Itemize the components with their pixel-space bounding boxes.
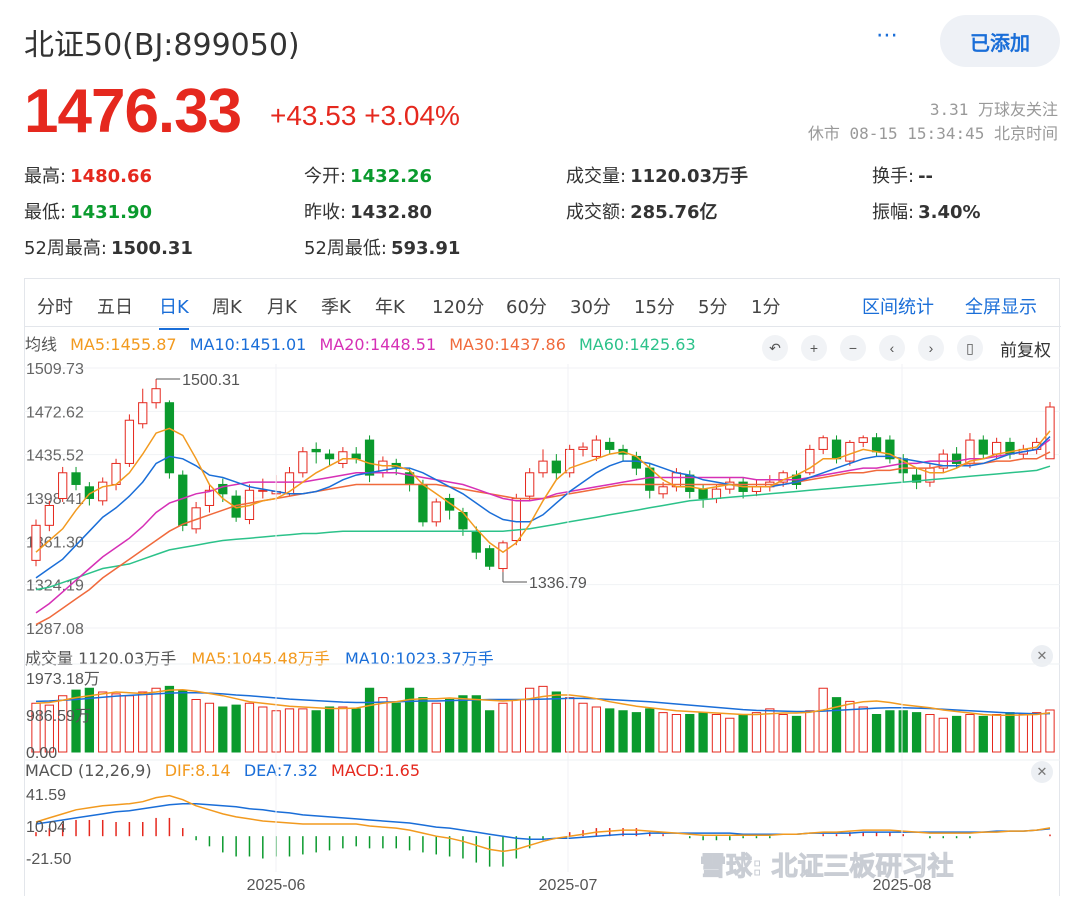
followers-count[interactable]: 3.31 万球友关注 bbox=[929, 100, 1058, 119]
added-watchlist-button[interactable]: 已添加 bbox=[940, 15, 1060, 67]
stat-value: 285.76亿 bbox=[630, 202, 718, 223]
tab-120min[interactable]: 120分 bbox=[432, 297, 485, 318]
current-price: 1476.33 bbox=[24, 77, 242, 146]
stat-value: 1120.03万手 bbox=[630, 166, 749, 187]
tab-15min[interactable]: 15分 bbox=[634, 297, 675, 318]
tab-yearly-k[interactable]: 年K bbox=[375, 297, 405, 318]
undo-icon[interactable]: ↶ bbox=[762, 335, 788, 361]
stat-label: 52周最低: bbox=[304, 238, 387, 259]
pan-right-icon[interactable]: › bbox=[918, 335, 944, 361]
stat-turnover: 换手: -- bbox=[872, 162, 933, 188]
chart-panel: 分时 五日 日K 周K 月K 季K 年K 120分 60分 30分 15分 5分… bbox=[24, 278, 1061, 896]
tab-5day[interactable]: 五日 bbox=[97, 297, 133, 318]
stat-value: -- bbox=[918, 166, 934, 187]
stock-title: 北证50(BJ:899050) bbox=[24, 28, 300, 63]
period-tabs: 分时 五日 日K 周K 月K 季K 年K 120分 60分 30分 15分 5分… bbox=[25, 279, 1061, 330]
zoom-out-icon[interactable]: − bbox=[840, 335, 866, 361]
tab-monthly-k[interactable]: 月K bbox=[267, 297, 297, 318]
stat-open: 今开: 1432.26 bbox=[304, 162, 432, 188]
stat-label: 最低: bbox=[24, 202, 67, 223]
tab-30min[interactable]: 30分 bbox=[570, 297, 611, 318]
tab-intraday[interactable]: 分时 bbox=[37, 297, 73, 318]
candle-icon[interactable]: ▯ bbox=[957, 335, 983, 361]
stat-label: 昨收: bbox=[304, 202, 347, 223]
stat-value: 3.40% bbox=[918, 202, 981, 223]
ma5-value: MA5:1455.87 bbox=[70, 335, 177, 354]
macd-dif: DIF:8.14 bbox=[164, 761, 231, 780]
ma30-value: MA30:1437.86 bbox=[449, 335, 566, 354]
stat-label: 振幅: bbox=[872, 202, 915, 223]
stat-label: 今开: bbox=[304, 166, 347, 187]
pan-left-icon[interactable]: ‹ bbox=[879, 335, 905, 361]
tab-5min[interactable]: 5分 bbox=[698, 297, 728, 318]
stat-prev-close: 昨收: 1432.80 bbox=[304, 198, 432, 224]
volume-ma10: MA10:1023.37万手 bbox=[344, 649, 494, 668]
stat-label: 最高: bbox=[24, 166, 67, 187]
tab-1min[interactable]: 1分 bbox=[751, 297, 781, 318]
macd-dea: DEA:7.32 bbox=[243, 761, 318, 780]
price-change: +43.53 +3.04% bbox=[270, 100, 460, 131]
stat-52w-low: 52周最低: 593.91 bbox=[304, 234, 460, 260]
macd-legend: MACD (12,26,9) DIF:8.14 DEA:7.32 MACD:1.… bbox=[25, 761, 428, 780]
adjust-dropdown[interactable]: 前复权 bbox=[1000, 340, 1051, 361]
watermark-text: 雪球: 北证三板研习社 bbox=[699, 852, 954, 883]
chart-tools: ↶ + − ‹ › ▯ 前复权 bbox=[762, 335, 1051, 361]
stat-value: 1480.66 bbox=[70, 166, 153, 187]
ma20-value: MA20:1448.51 bbox=[319, 335, 437, 354]
tab-daily-k[interactable]: 日K bbox=[159, 293, 189, 330]
volume-ma5: MA5:1045.48万手 bbox=[191, 649, 330, 668]
stat-high: 最高: 1480.66 bbox=[24, 162, 152, 188]
range-stats-link[interactable]: 区间统计 bbox=[862, 297, 934, 318]
tab-quarterly-k[interactable]: 季K bbox=[321, 297, 351, 318]
stat-value: 593.91 bbox=[390, 238, 461, 259]
stat-amount: 成交额: 285.76亿 bbox=[566, 198, 718, 224]
quote-stats: 最高: 1480.66 今开: 1432.26 成交量: 1120.03万手 换手: -… bbox=[24, 158, 1064, 260]
tab-60min[interactable]: 60分 bbox=[506, 297, 547, 318]
stat-volume: 成交量: 1120.03万手 bbox=[566, 162, 748, 188]
stat-52w-high: 52周最高: 1500.31 bbox=[24, 234, 193, 260]
stat-value: 1432.80 bbox=[350, 202, 433, 223]
stat-label: 换手: bbox=[872, 166, 915, 187]
zoom-in-icon[interactable]: + bbox=[801, 335, 827, 361]
market-status-time: 休市 08-15 15:34:45 北京时间 bbox=[807, 124, 1058, 143]
volume-title: 成交量 1120.03万手 bbox=[25, 649, 177, 668]
ma-legend: 均线 MA5:1455.87 MA10:1451.01 MA20:1448.51… bbox=[25, 331, 704, 355]
stat-label: 成交量: bbox=[566, 166, 627, 187]
macd-value: MACD:1.65 bbox=[331, 761, 420, 780]
ma60-value: MA60:1425.63 bbox=[578, 335, 696, 354]
ma10-value: MA10:1451.01 bbox=[189, 335, 307, 354]
stat-label: 52周最高: bbox=[24, 238, 107, 259]
ma-legend-title: 均线 bbox=[25, 335, 58, 354]
tab-weekly-k[interactable]: 周K bbox=[212, 297, 242, 318]
stat-value: 1431.90 bbox=[70, 202, 153, 223]
close-macd-icon[interactable]: ✕ bbox=[1031, 761, 1053, 783]
macd-title: MACD (12,26,9) bbox=[25, 761, 152, 780]
close-volume-icon[interactable]: ✕ bbox=[1031, 645, 1053, 667]
stat-amplitude: 振幅: 3.40% bbox=[872, 198, 981, 224]
header: 北证50(BJ:899050) ⋯ 已添加 bbox=[0, 0, 1080, 80]
stat-value: 1500.31 bbox=[110, 238, 193, 259]
fullscreen-link[interactable]: 全屏显示 bbox=[965, 297, 1037, 318]
stat-value: 1432.26 bbox=[350, 166, 433, 187]
stat-label: 成交额: bbox=[566, 202, 627, 223]
volume-legend: 成交量 1120.03万手 MA5:1045.48万手 MA10:1023.37… bbox=[25, 645, 504, 669]
stat-low: 最低: 1431.90 bbox=[24, 198, 152, 224]
more-options-icon[interactable]: ⋯ bbox=[876, 22, 899, 47]
